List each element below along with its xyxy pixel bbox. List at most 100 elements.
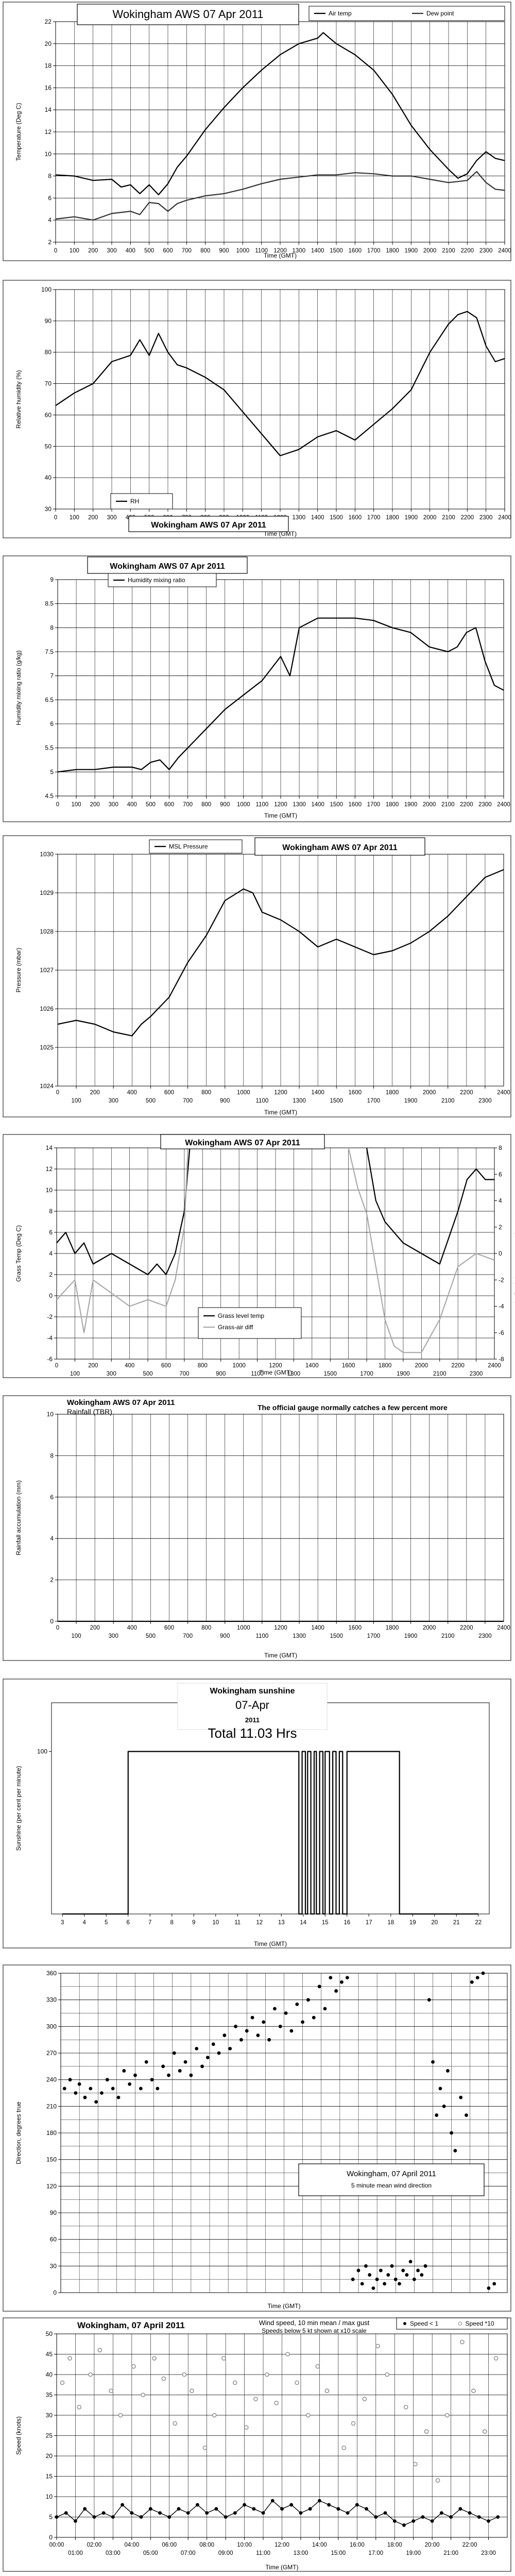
chart-title: Wokingham sunshine <box>210 1687 295 1696</box>
x-tick-label: 1100 <box>256 1633 269 1639</box>
y-tick-label: 100 <box>41 286 52 293</box>
data-point <box>306 2413 311 2418</box>
x-tick-label: 20:00 <box>425 2542 440 2548</box>
y-tick-label: 4 <box>48 216 52 224</box>
x-tick-label: 0 <box>54 515 57 521</box>
x-tick-label: 2200 <box>460 802 473 808</box>
data-point <box>128 2082 132 2086</box>
data-point <box>256 2033 260 2037</box>
data-point <box>427 1998 431 2002</box>
y-tick-label: 1030 <box>40 851 54 858</box>
x-tick-label: 00:00 <box>49 2542 64 2548</box>
x-tick-label: 1400 <box>311 1090 324 1096</box>
mixing-ratio-chart: 4.5 5 5.5 6 6.5 7 7.5 8 8.5 9 0 100 200 300 400 500 600 7… <box>3 555 511 822</box>
data-point <box>109 2388 114 2393</box>
x-tick-label: 07:00 <box>181 2550 196 2556</box>
x-tick-label: 11 <box>234 1920 241 1926</box>
y-tick-label: 16 <box>45 84 52 91</box>
data-point <box>77 2404 82 2410</box>
x-tick-label: 2000 <box>415 1363 428 1369</box>
chart-subtitle: Rainfall (TBR) <box>67 1408 112 1416</box>
x-tick-label: 200 <box>90 1625 100 1631</box>
y-tick-label: 5 <box>49 2514 53 2521</box>
y-tick-label: 5 <box>50 768 54 775</box>
x-tick-label: 1200 <box>269 1363 282 1369</box>
x-tick-label: 5 <box>105 1920 108 1926</box>
x-tick-label: 700 <box>179 1371 189 1377</box>
data-point <box>375 2344 380 2349</box>
data-point <box>161 2376 166 2381</box>
x-tick-label: 01:00 <box>68 2550 83 2556</box>
y-tick-label: 35 <box>46 2392 53 2399</box>
legend-swatch <box>403 2322 406 2325</box>
data-point <box>150 2078 154 2082</box>
x-tick-label: 1100 <box>255 248 268 254</box>
rainfall-chart-panel: 0 2 4 6 8 10 100 300 500 700 900 1100 1300 1500 1700 19… <box>0 1394 515 1663</box>
wind-direction-chart-panel: 0 30 60 90 120 150 180 210 240 270 300 330 360 Time (… <box>0 1963 515 2313</box>
data-point <box>244 2425 249 2430</box>
x-tick-label: 21:00 <box>443 2550 458 2556</box>
x-tick-label: 2400 <box>497 1090 510 1096</box>
data-point <box>323 2007 327 2011</box>
chart-title: Wokingham, 07 April 2011 <box>347 2170 436 2178</box>
y-axis-label: Temperature (Deg C) <box>15 103 22 161</box>
data-point <box>362 2397 367 2401</box>
x-tick-label: 1100 <box>256 1098 269 1104</box>
x-tick-label: 14:00 <box>312 2542 327 2548</box>
y-tick-label: 12 <box>45 128 52 135</box>
x-tick-label: 19 <box>409 1920 416 1926</box>
data-point <box>471 2388 476 2393</box>
data-point <box>228 2046 232 2050</box>
x-tick-label: 1500 <box>330 515 343 521</box>
data-point <box>446 2069 450 2073</box>
y-tick-label: 6 <box>49 1229 53 1236</box>
legend-label: MSL Pressure <box>169 843 208 850</box>
data-point <box>459 2095 463 2099</box>
y-tick-label: 15 <box>46 2473 53 2480</box>
data-point <box>403 2404 408 2410</box>
data-point <box>306 1998 310 2002</box>
x-tick-label: 15:00 <box>331 2550 346 2556</box>
y-tick-label: 50 <box>45 443 52 450</box>
x-tick-label: 4 <box>83 1920 87 1926</box>
data-point <box>423 2264 427 2268</box>
y-tick-label: -2 <box>47 1313 53 1320</box>
data-point <box>329 1976 333 1980</box>
legend-label: Humidity mixing ratio <box>128 577 185 584</box>
y-tick-label: 40 <box>45 474 52 481</box>
y-tick-label: 80 <box>45 349 52 356</box>
y-axis-label: Rainfall accumulation (mm) <box>15 1480 22 1555</box>
x-tick-label: 100 <box>71 802 81 808</box>
x-tick-label: 09:00 <box>218 2550 233 2556</box>
x-tick-label: 500 <box>146 1098 156 1104</box>
data-point <box>340 1980 344 1984</box>
x-tick-label: 03:00 <box>106 2550 121 2556</box>
data-point <box>77 2082 81 2086</box>
chart-title-box <box>77 4 299 25</box>
y-tick-label: 4.5 <box>45 792 54 800</box>
chart-year: 2011 <box>245 1716 260 1724</box>
x-tick-label: 1300 <box>293 515 306 521</box>
chart-total: Total 11.03 Hrs <box>208 1725 297 1741</box>
x-tick-label: 1200 <box>274 802 287 808</box>
x-tick-label: 2300 <box>478 802 492 808</box>
grass-temp-chart-panel: -6 -4 -2 0 2 4 6 8 10 12 14 -8 -6 -4 -2 0 2 4 6 8 100 300 500 7… <box>0 1132 515 1380</box>
y-tick-label: 50 <box>46 2330 53 2337</box>
x-tick-label: 0 <box>56 1625 59 1631</box>
data-point <box>195 2046 199 2050</box>
x-tick-label: 22 <box>475 1920 482 1926</box>
x-tick-label: 1600 <box>349 802 362 808</box>
series-line <box>55 171 505 221</box>
y-tick-label: 22 <box>45 18 52 25</box>
x-tick-label: 2000 <box>423 515 437 521</box>
x-tick-label: 1600 <box>349 1090 362 1096</box>
data-point <box>438 2087 442 2091</box>
y-tick-label: 1025 <box>40 1044 54 1051</box>
y-tick-label: 12 <box>46 1165 53 1173</box>
y-tick-label: 6 <box>50 720 54 727</box>
y-right-tick-label: 6 <box>499 1171 502 1178</box>
x-tick-label: 18 <box>387 1920 394 1926</box>
chart-title: Wokingham, 07 April 2011 <box>77 2320 185 2330</box>
data-point <box>133 2073 137 2077</box>
x-tick-label: 2300 <box>478 1098 492 1104</box>
